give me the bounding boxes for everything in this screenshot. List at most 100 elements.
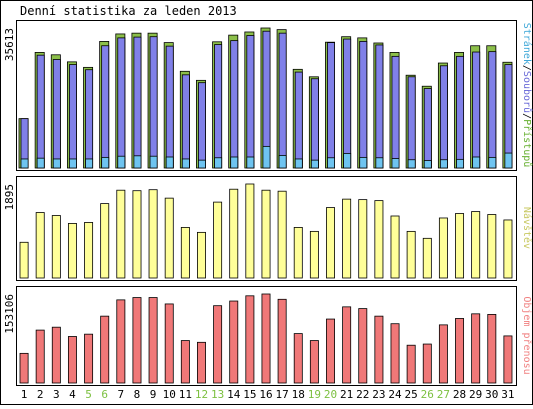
bar-volume-19 [309, 340, 319, 384]
x-tick-day-9: 9 [150, 388, 157, 401]
bar-volume-1 [19, 352, 29, 384]
bar-pages-14 [230, 156, 239, 169]
bar-pages-23 [375, 157, 384, 169]
bar-visits-24 [390, 215, 400, 279]
bar-pages-20 [327, 157, 335, 169]
panel-volume: 153106 Objem přenosu [3, 286, 533, 386]
bar-visits-15 [245, 183, 255, 279]
bar-pages-4 [68, 158, 77, 169]
x-tick-day-4: 4 [69, 388, 76, 401]
bar-files-9 [149, 36, 158, 169]
bar-pages-2 [36, 157, 45, 169]
x-tick-day-31: 31 [501, 388, 514, 401]
bar-volume-17 [277, 298, 287, 384]
bar-visits-10 [164, 197, 174, 279]
bar-visits-3 [51, 215, 61, 279]
bar-files-19 [310, 78, 319, 169]
bar-volume-23 [374, 315, 384, 384]
bar-visits-14 [229, 188, 239, 279]
bar-files-24 [391, 55, 400, 169]
bar-volume-24 [390, 323, 400, 384]
bar-volume-5 [84, 333, 94, 384]
bar-visits-26 [422, 237, 432, 279]
bar-volume-13 [213, 305, 223, 384]
bar-volume-10 [164, 303, 174, 384]
bar-volume-26 [422, 343, 432, 384]
bar-pages-1 [20, 158, 29, 169]
bar-files-20 [327, 42, 335, 169]
bar-volume-16 [261, 293, 271, 384]
bar-pages-13 [214, 157, 223, 169]
bar-files-25 [407, 76, 416, 169]
bar-files-11 [181, 74, 190, 169]
bar-volume-12 [197, 341, 206, 384]
bar-pages-29 [472, 156, 481, 169]
bar-files-30 [488, 51, 497, 169]
x-tick-day-26: 26 [421, 388, 434, 401]
x-tick-day-7: 7 [118, 388, 125, 401]
x-tick-day-16: 16 [259, 388, 272, 401]
bar-pages-8 [133, 155, 142, 169]
x-tick-day-22: 22 [356, 388, 369, 401]
x-axis-day-labels: 1 2 3 4 5 6 7 8 9 10 11 12 13 14 15 16 17 18 19 20 21 22 23 24 2… [21, 388, 515, 401]
x-tick-day-24: 24 [388, 388, 402, 401]
bar-files-31 [504, 64, 513, 169]
x-tick-day-17: 17 [276, 388, 289, 401]
bar-volume-29 [471, 313, 481, 384]
bar-volume-14 [229, 300, 239, 384]
bar-files-4 [68, 64, 77, 169]
bar-pages-17 [278, 155, 287, 169]
bar-visits-22 [358, 199, 368, 279]
bar-pages-10 [165, 156, 174, 169]
bar-pages-25 [407, 159, 416, 169]
bar-files-6 [101, 45, 110, 169]
bar-pages-7 [117, 155, 126, 169]
legend-item-hits: Přístupů [521, 119, 533, 167]
bar-volume-6 [100, 315, 110, 384]
panel-hits: 35613 Stránek/Souborů/Přístupů [3, 20, 533, 171]
bar-files-28 [456, 55, 465, 169]
panels-group: 35613 Stránek/Souborů/Přístupů 1895 Návštěv… [3, 20, 533, 386]
bar-files-22 [359, 41, 368, 169]
legend-item-hits: Stránek [521, 23, 533, 65]
x-tick-day-25: 25 [405, 388, 418, 401]
x-tick-day-6: 6 [101, 388, 108, 401]
bar-files-27 [439, 65, 448, 169]
x-tick-day-20: 20 [324, 388, 337, 401]
x-tick-day-11: 11 [179, 388, 192, 401]
x-tick-day-18: 18 [292, 388, 305, 401]
bar-volume-8 [132, 297, 142, 384]
bar-pages-16 [262, 145, 271, 169]
x-tick-day-10: 10 [163, 388, 176, 401]
bar-volume-4 [67, 336, 77, 384]
bar-files-21 [343, 38, 352, 169]
chart-title: Denní statistika za leden 2013 [20, 4, 237, 18]
x-tick-day-23: 23 [372, 388, 385, 401]
bar-volume-22 [358, 308, 368, 384]
bar-pages-9 [149, 155, 158, 169]
bar-visits-4 [67, 223, 77, 279]
bar-files-7 [117, 37, 126, 169]
bar-volume-2 [35, 329, 45, 384]
y-max-label-volume: 153106 [3, 294, 16, 334]
y-max-label-visits: 1895 [3, 184, 16, 211]
bar-files-17 [278, 32, 287, 169]
bar-volume-7 [116, 299, 126, 384]
x-tick-day-3: 3 [53, 388, 60, 401]
legend-item-hits: Souborů [521, 71, 533, 113]
bar-files-2 [36, 54, 45, 169]
bar-pages-11 [181, 158, 190, 169]
panel-visits: 1895 Návštěv [3, 176, 533, 281]
bar-volume-27 [438, 324, 448, 384]
bar-files-18 [294, 71, 303, 169]
bar-visits-31 [503, 219, 513, 279]
bar-pages-3 [52, 158, 61, 169]
bar-visits-7 [116, 189, 126, 279]
legend-item-visits: Návštěv [521, 207, 533, 249]
bar-visits-20 [326, 207, 335, 279]
bar-pages-28 [456, 158, 465, 169]
x-tick-day-1: 1 [21, 388, 28, 401]
bar-pages-18 [294, 158, 303, 169]
bar-volume-25 [406, 344, 416, 384]
